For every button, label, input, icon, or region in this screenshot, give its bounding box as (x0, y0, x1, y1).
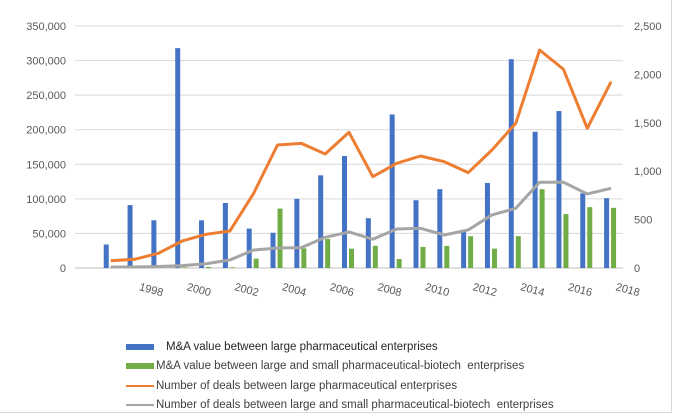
bar-large-2018 (604, 198, 610, 268)
x-axis-tick-label: 2018 (614, 281, 641, 299)
right-axis-tick-label: 0 (634, 263, 640, 275)
bar-small-2013 (491, 248, 497, 268)
bar-large-2012 (461, 231, 467, 268)
x-axis-tick-label: 1998 (138, 281, 165, 299)
line-small-deals (110, 180, 612, 269)
bar-large-2004 (270, 232, 276, 268)
legend-item-large-value: M&A value between large pharmaceutical e… (126, 337, 554, 357)
bar-large-2017 (580, 193, 586, 268)
legend-label: M&A value between large pharmaceutical e… (166, 340, 438, 353)
legend-swatch (126, 343, 154, 350)
left-axis-tick-label: 100,000 (26, 194, 66, 206)
x-axis-tick-label: 2002 (233, 281, 260, 299)
bar-small-2015 (539, 189, 545, 268)
bar-small-2011 (444, 245, 450, 268)
bar-large-2001 (199, 220, 205, 268)
bar-small-2018 (611, 207, 617, 268)
x-axis-tick-label: 2006 (328, 281, 355, 299)
bar-large-2011 (437, 189, 443, 268)
x-axis-tick-label: 2014 (519, 281, 546, 299)
chart-frame (0, 0, 672, 413)
right-axis-tick-label: 1,000 (634, 166, 662, 178)
bar-small-2002 (229, 267, 235, 268)
legend-swatch (126, 384, 154, 387)
bar-large-1999 (151, 220, 157, 268)
x-axis-tick-label: 2008 (376, 281, 403, 299)
bar-large-2003 (246, 228, 252, 268)
bar-large-2000 (175, 48, 181, 268)
bar-large-1997 (103, 244, 109, 268)
right-axis-tick-label: 1,500 (634, 118, 662, 130)
bar-large-2015 (532, 131, 538, 268)
bar-small-2017 (587, 207, 593, 268)
legend-label: M&A value between large and small pharma… (156, 360, 525, 373)
bar-small-2008 (372, 245, 378, 268)
left-axis-tick-label: 150,000 (26, 159, 66, 171)
bar-small-2000 (182, 267, 188, 268)
legend: M&A value between large pharmaceutical e… (126, 337, 554, 415)
x-axis-tick-label: 2012 (471, 281, 498, 299)
bar-small-2016 (563, 214, 569, 268)
right-axis-tick-label: 2,000 (634, 69, 662, 81)
bar-large-2008 (365, 218, 371, 268)
legend-label: Number of deals between large pharmaceut… (156, 379, 458, 392)
bar-small-2010 (420, 246, 426, 268)
x-axis-tick-label: 2010 (424, 281, 451, 299)
bar-small-2009 (396, 259, 402, 268)
left-axis-tick-label: 300,000 (26, 56, 66, 68)
bar-small-2007 (349, 248, 354, 268)
bar-large-1998 (127, 205, 133, 268)
bar-large-2007 (342, 155, 347, 268)
bar-small-2004 (277, 208, 283, 268)
bar-large-2002 (222, 203, 228, 268)
x-axis-tick-label: 2016 (567, 281, 594, 299)
left-axis-tick-label: 50,000 (32, 228, 66, 240)
legend-swatch (126, 363, 154, 370)
left-axis-tick-label: 350,000 (26, 21, 66, 33)
bar-large-2006 (318, 175, 324, 268)
bar-large-2013 (484, 182, 490, 268)
bar-large-2010 (413, 200, 419, 268)
x-axis-tick-label: 2004 (281, 281, 308, 299)
bar-large-2005 (294, 198, 300, 268)
line-large-deals (110, 48, 613, 263)
legend-swatch (126, 404, 154, 407)
combo-chart: 0 50,000 100,000 150,000 200,000 250,000 300,0… (26, 21, 662, 299)
bar-small-2001 (206, 266, 212, 268)
left-axis-tick-label: 250,000 (26, 90, 66, 102)
right-axis-tick-label: 2,500 (634, 21, 662, 33)
left-axis-tick-label: 200,000 (26, 125, 66, 137)
bar-small-2006 (325, 238, 331, 268)
bar-small-2003 (253, 258, 259, 268)
bar-small-2012 (468, 236, 474, 268)
bar-large-2009 (389, 114, 395, 268)
legend-item-large-deals: Number of deals between large pharmaceut… (126, 376, 554, 396)
right-axis-tick-label: 500 (634, 215, 652, 227)
left-axis-tick-label: 0 (60, 263, 66, 275)
bar-large-2016 (556, 111, 562, 268)
x-axis-tick-label: 2000 (185, 281, 212, 299)
legend-item-small-deals: Number of deals between large and small … (126, 396, 554, 416)
bar-small-2014 (515, 236, 521, 268)
legend-item-small-value: M&A value between large and small pharma… (126, 357, 554, 377)
bar-small-2005 (301, 248, 307, 268)
bar-large-2014 (508, 59, 514, 269)
legend-label: Number of deals between large and small … (156, 399, 554, 412)
